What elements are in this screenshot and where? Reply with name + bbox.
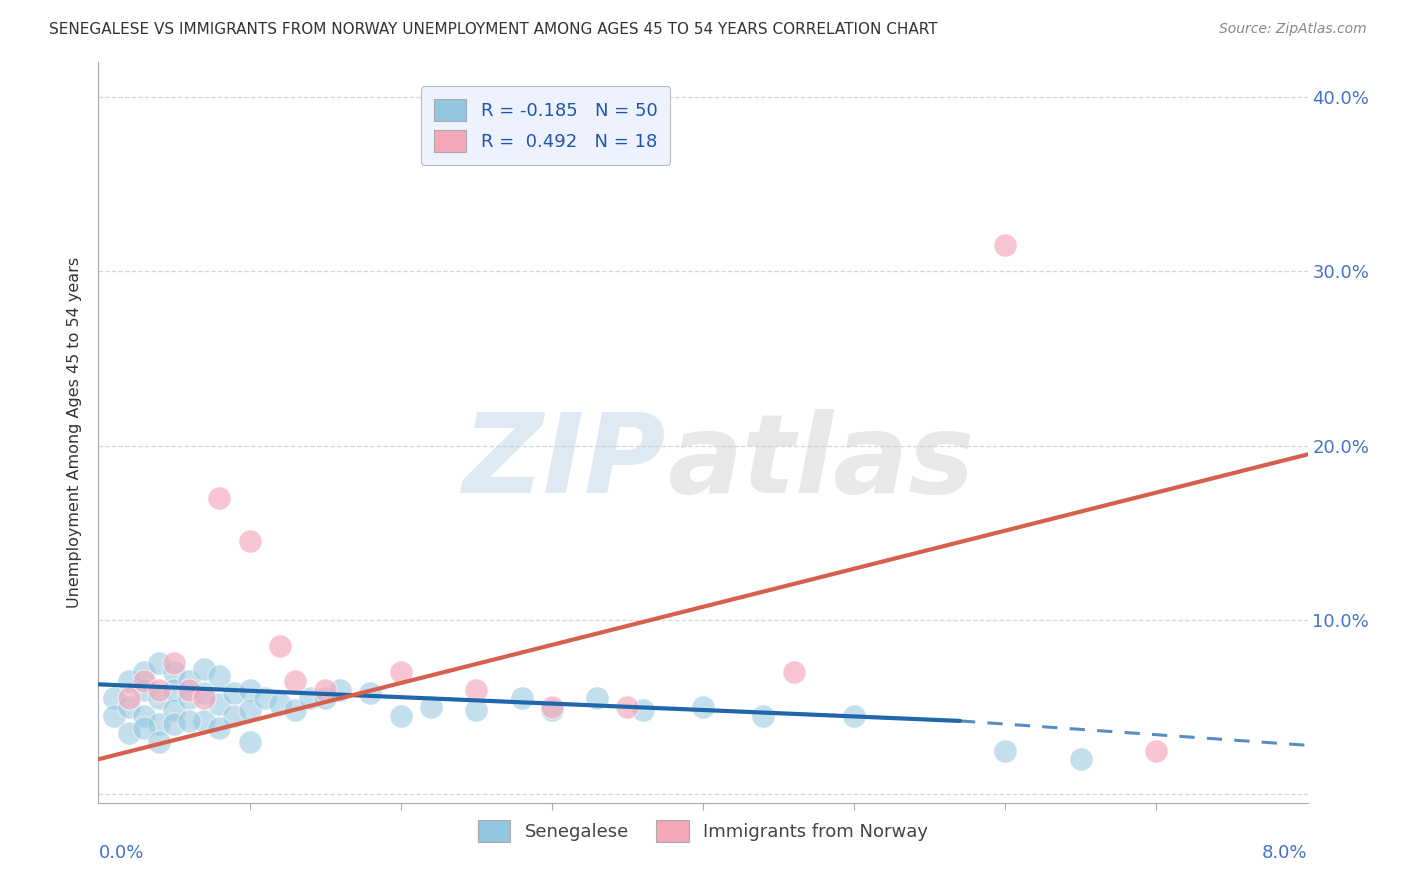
Text: Source: ZipAtlas.com: Source: ZipAtlas.com [1219,22,1367,37]
Point [132,665,155,680]
Point [193,714,215,728]
Point [193,691,215,706]
Point [148,682,170,697]
Point [269,639,291,653]
Point [389,665,412,680]
Point [179,682,201,697]
Point [510,691,533,706]
Point [631,703,654,717]
Point [994,238,1017,252]
Text: SENEGALESE VS IMMIGRANTS FROM NORWAY UNEMPLOYMENT AMONG AGES 45 TO 54 YEARS CORR: SENEGALESE VS IMMIGRANTS FROM NORWAY UNE… [49,22,938,37]
Point [1146,743,1168,757]
Point [163,657,186,671]
Text: 0.0%: 0.0% [98,844,143,862]
Point [284,703,307,717]
Point [360,686,382,700]
Point [148,717,170,731]
Point [269,697,291,711]
Y-axis label: Unemployment Among Ages 45 to 54 years: Unemployment Among Ages 45 to 54 years [67,257,83,608]
Point [103,691,125,706]
Point [118,700,141,714]
Point [329,682,352,697]
Point [299,691,322,706]
Point [118,726,141,740]
Point [752,708,775,723]
Point [616,700,638,714]
Point [314,691,336,706]
Point [239,534,262,549]
Text: 8.0%: 8.0% [1263,844,1308,862]
Legend: Senegalese, Immigrants from Norway: Senegalese, Immigrants from Norway [471,813,935,849]
Point [193,662,215,676]
Point [465,682,488,697]
Point [239,682,262,697]
Point [1070,752,1092,766]
Point [163,703,186,717]
Point [540,703,562,717]
Point [420,700,443,714]
Point [224,708,246,723]
Point [239,703,262,717]
Point [148,735,170,749]
Point [783,665,806,680]
Point [208,697,231,711]
Point [389,708,412,723]
Point [253,691,276,706]
Point [103,708,125,723]
Point [179,714,201,728]
Point [179,691,201,706]
Point [132,673,155,688]
Point [163,665,186,680]
Point [586,691,609,706]
Point [465,703,488,717]
Point [132,682,155,697]
Point [208,721,231,735]
Point [118,673,141,688]
Point [148,691,170,706]
Point [132,708,155,723]
Point [208,491,231,505]
Point [148,657,170,671]
Point [132,721,155,735]
Point [284,673,307,688]
Point [179,673,201,688]
Point [239,735,262,749]
Point [692,700,714,714]
Text: atlas: atlas [666,409,974,516]
Point [224,686,246,700]
Point [163,717,186,731]
Point [994,743,1017,757]
Point [163,682,186,697]
Point [208,668,231,682]
Point [540,700,562,714]
Point [844,708,866,723]
Point [314,682,336,697]
Text: ZIP: ZIP [463,409,666,516]
Point [118,691,141,706]
Point [193,686,215,700]
